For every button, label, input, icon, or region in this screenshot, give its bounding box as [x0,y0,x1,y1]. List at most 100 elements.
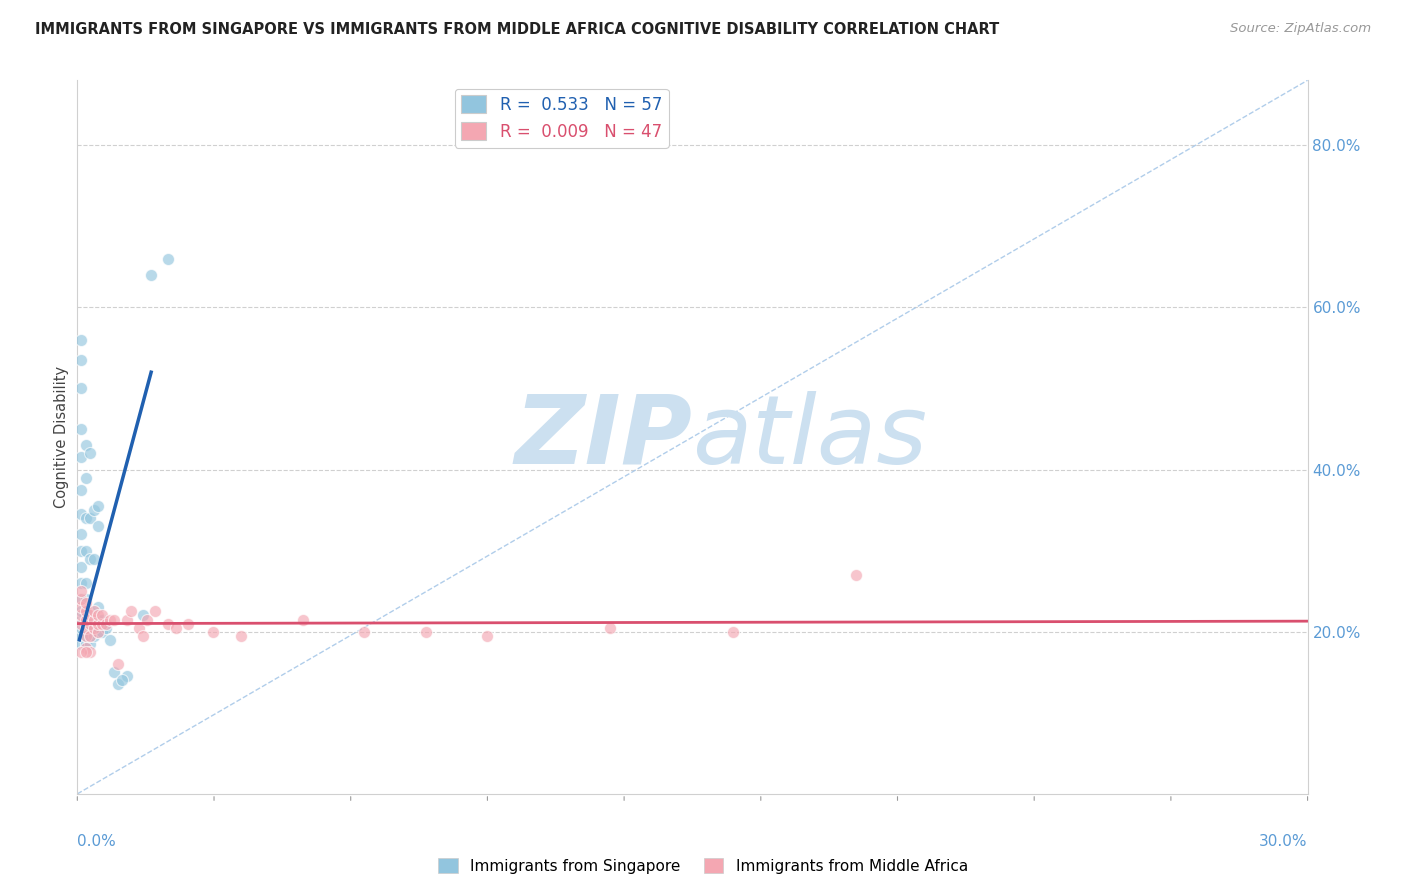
Point [70,543,93,558]
Point [79,637,101,651]
Point [136,613,159,627]
Point [75,592,97,607]
Point [103,665,125,680]
Point [70,600,93,615]
Point [87,608,110,623]
Point [75,438,97,452]
Point [79,608,101,623]
Point [75,629,97,643]
Point [75,543,97,558]
Point [94,616,117,631]
Point [115,669,138,683]
Y-axis label: Cognitive Disability: Cognitive Disability [53,366,69,508]
Point [107,677,129,691]
Point [353,624,375,639]
Point [83,551,105,566]
Point [83,629,105,643]
Point [75,637,97,651]
Point [70,621,93,635]
Point [90,608,114,623]
Point [87,499,110,513]
Point [70,637,93,651]
Point [75,613,97,627]
Point [70,450,93,465]
Point [70,613,93,627]
Point [70,381,93,395]
Point [90,616,114,631]
Point [94,621,117,635]
Point [70,507,93,521]
Point [132,608,155,623]
Point [70,576,93,591]
Legend: R =  0.533   N = 57, R =  0.009   N = 47: R = 0.533 N = 57, R = 0.009 N = 47 [454,88,669,147]
Point [723,624,745,639]
Point [75,596,97,610]
Point [75,621,97,635]
Point [75,613,97,627]
Point [70,604,93,618]
Legend: Immigrants from Singapore, Immigrants from Middle Africa: Immigrants from Singapore, Immigrants fr… [432,852,974,880]
Point [75,640,97,655]
Point [415,624,437,639]
Text: Source: ZipAtlas.com: Source: ZipAtlas.com [1230,22,1371,36]
Point [75,629,97,643]
Text: 0.0%: 0.0% [77,834,117,849]
Point [79,604,101,618]
Point [128,621,150,635]
Point [75,576,97,591]
Point [70,584,93,599]
Point [70,353,93,368]
Point [79,613,101,627]
Text: 30.0%: 30.0% [1260,834,1308,849]
Point [90,624,114,639]
Point [75,621,97,635]
Text: IMMIGRANTS FROM SINGAPORE VS IMMIGRANTS FROM MIDDLE AFRICA COGNITIVE DISABILITY : IMMIGRANTS FROM SINGAPORE VS IMMIGRANTS … [35,22,1000,37]
Point [75,604,97,618]
Point [165,621,187,635]
Point [90,613,114,627]
Point [79,446,101,460]
Point [291,613,314,627]
Point [83,621,105,635]
Point [79,645,101,659]
Point [79,551,101,566]
Point [79,511,101,525]
Point [111,673,134,688]
Point [75,645,97,659]
Point [156,252,179,266]
Point [70,527,93,541]
Point [477,629,499,643]
Point [75,604,97,618]
Point [599,621,621,635]
Point [70,483,93,497]
Point [70,629,93,643]
Point [87,613,110,627]
Point [79,629,101,643]
Point [120,604,142,618]
Point [79,621,101,635]
Point [70,422,93,436]
Point [75,470,97,484]
Point [87,519,110,533]
Point [107,657,129,672]
Point [70,645,93,659]
Point [79,616,101,631]
Point [98,613,121,627]
Text: atlas: atlas [693,391,928,483]
Point [231,629,253,643]
Point [201,624,224,639]
Point [79,629,101,643]
Point [156,616,179,631]
Point [75,511,97,525]
Point [83,503,105,517]
Point [87,600,110,615]
Point [141,268,163,282]
Point [83,613,105,627]
Point [70,333,93,347]
Point [70,616,93,631]
Point [132,629,155,643]
Point [83,613,105,627]
Point [845,568,868,582]
Point [177,616,200,631]
Point [143,604,166,618]
